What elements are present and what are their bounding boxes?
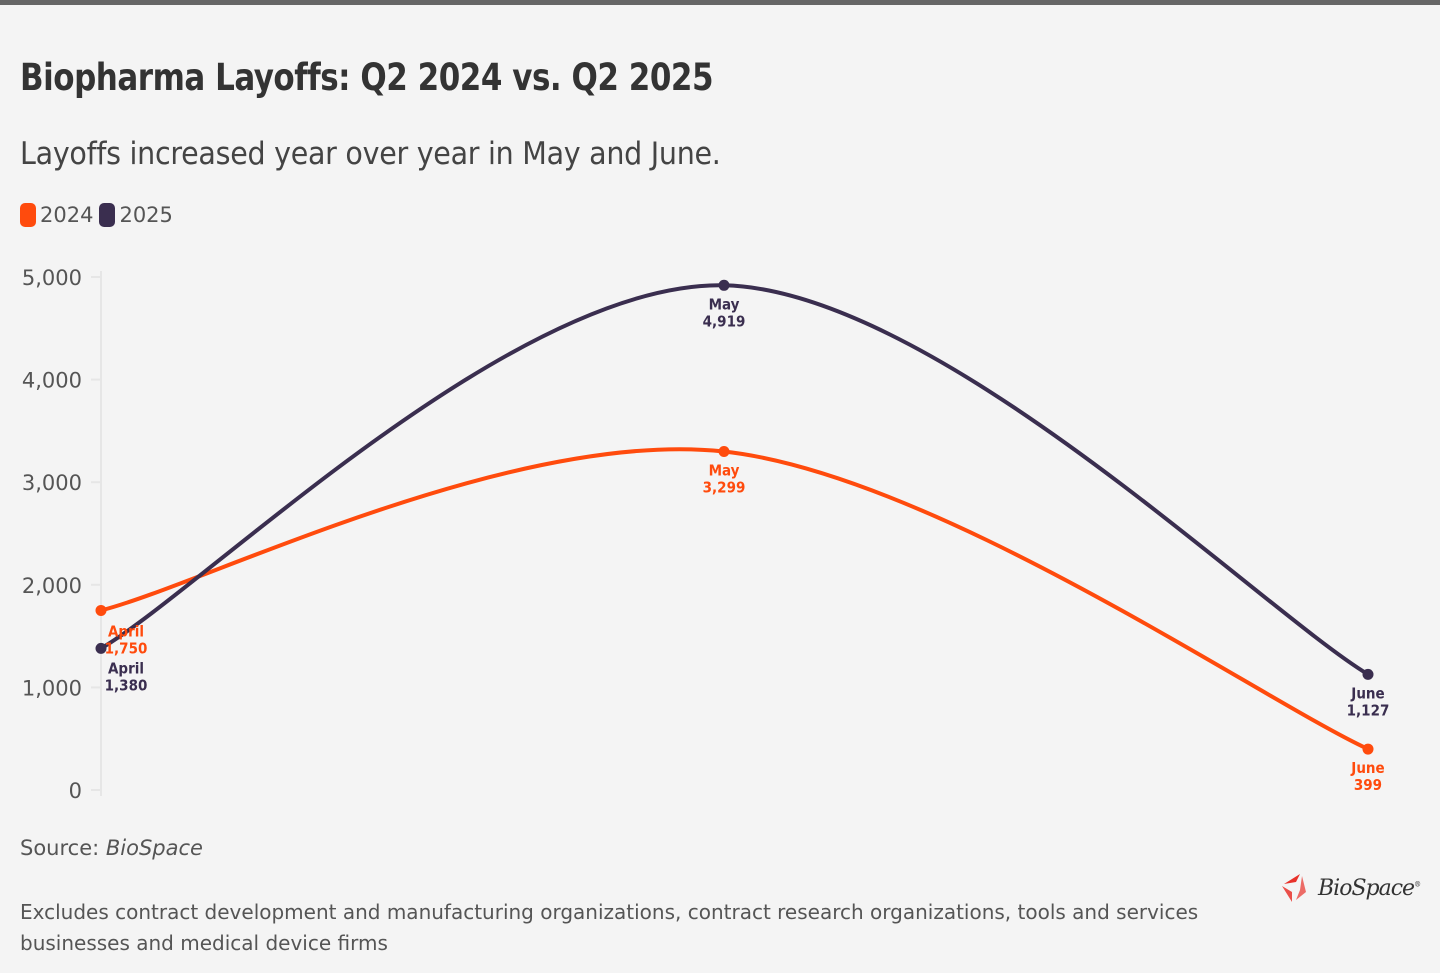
- source-line: Source: BioSpace: [20, 836, 203, 860]
- data-label-category-2024-april: April: [108, 622, 144, 640]
- footnote: Excludes contract development and manufa…: [20, 900, 1199, 955]
- data-label-value-2024-may: 3,299: [703, 479, 746, 497]
- y-tick-label: 5,000: [22, 266, 82, 290]
- data-label-category-2024-may: May: [709, 462, 740, 480]
- legend-swatch-2025: [99, 203, 116, 227]
- legend: 2024 2025: [20, 203, 173, 227]
- point-2024-june: [1362, 743, 1374, 755]
- legend-item-2024[interactable]: 2024: [20, 203, 93, 227]
- legend-item-2025[interactable]: 2025: [99, 203, 173, 227]
- source-name: BioSpace: [105, 836, 203, 860]
- biospace-logo[interactable]: BioSpace®: [1278, 870, 1421, 906]
- legend-label-2025: 2025: [119, 203, 173, 227]
- data-label-value-2024-april: 1,750: [105, 639, 148, 657]
- series-lines: [99, 283, 1370, 752]
- data-points: [95, 279, 1374, 755]
- y-tick-label: 1,000: [22, 676, 82, 700]
- point-2025-april: [95, 642, 107, 654]
- data-label-category-2025-june: June: [1350, 684, 1384, 702]
- chart-subtitle: Layoffs increased year over year in May …: [20, 136, 721, 172]
- legend-label-2024: 2024: [40, 203, 94, 227]
- chart-title: Biopharma Layoffs: Q2 2024 vs. Q2 2025: [20, 56, 714, 99]
- y-tick-label: 0: [69, 779, 82, 803]
- data-label-category-2025-april: April: [108, 659, 144, 677]
- logo-registered-mark: ®: [1414, 880, 1421, 889]
- data-label-value-2025-april: 1,380: [105, 676, 148, 694]
- y-axis: 0 1,000 2,000 3,000 4,000 5,000: [22, 266, 102, 803]
- point-2024-april: [95, 604, 107, 616]
- point-2025-june: [1362, 668, 1374, 680]
- top-bar: [0, 0, 1440, 5]
- legend-swatch-2024: [20, 203, 36, 227]
- biospace-logo-icon: [1282, 874, 1306, 902]
- y-tick-label: 2,000: [22, 574, 82, 598]
- source-prefix: Source:: [20, 836, 100, 860]
- data-label-value-2025-may: 4,919: [703, 312, 746, 330]
- y-tick-label: 3,000: [22, 471, 82, 495]
- y-tick-label: 4,000: [22, 369, 82, 393]
- data-labels: April1,750May3,299June399April1,380May4,…: [105, 295, 1390, 794]
- point-2024-may: [718, 446, 730, 458]
- logo-text: BioSpace®: [1318, 875, 1421, 901]
- point-2025-may: [718, 279, 730, 291]
- data-label-category-2024-june: June: [1350, 759, 1384, 777]
- logo-wordmark: BioSpace: [1318, 875, 1415, 901]
- data-label-value-2024-june: 399: [1354, 776, 1382, 794]
- data-label-category-2025-may: May: [709, 295, 740, 313]
- data-label-value-2025-june: 1,127: [1347, 701, 1390, 719]
